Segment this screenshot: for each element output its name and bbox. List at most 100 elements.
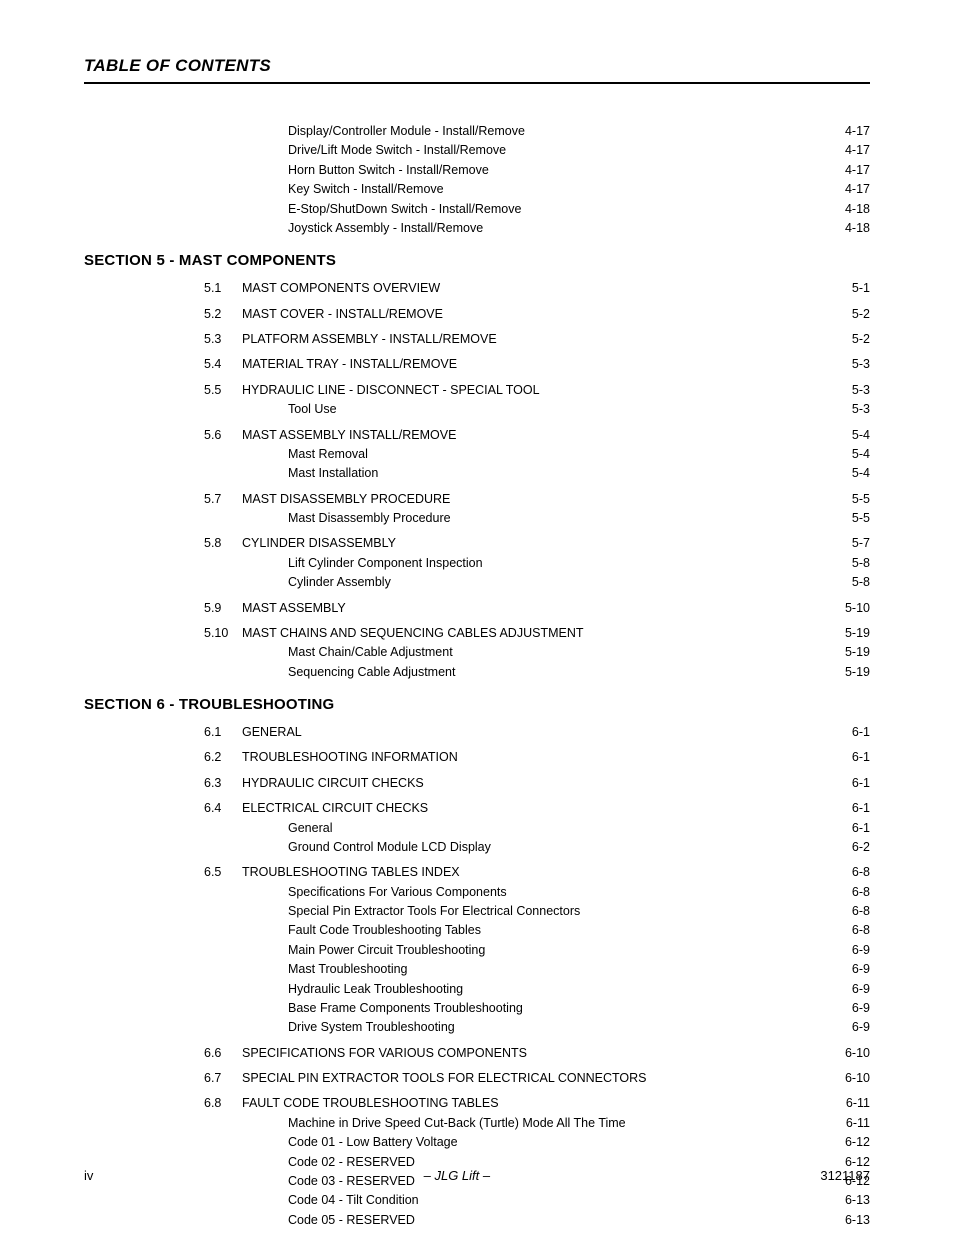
toc-page: 6-8 [852, 883, 870, 902]
toc-sub-entry: E-Stop/ShutDown Switch - Install/Remove4… [204, 200, 870, 219]
toc-label: Horn Button Switch - Install/Remove [242, 161, 489, 180]
toc-sub-entry: Ground Control Module LCD Display6-2 [204, 838, 870, 857]
footer-center: – JLG Lift – [424, 1168, 490, 1183]
toc-page: 5-3 [852, 400, 870, 419]
toc-section-block: 6.1GENERAL6-1 6.2TROUBLESHOOTING INFORMAT… [204, 723, 870, 1230]
toc-page: 6-13 [845, 1211, 870, 1230]
toc-label: SPECIFICATIONS FOR VARIOUS COMPONENTS [242, 1044, 527, 1063]
toc-label: HYDRAULIC LINE - DISCONNECT - SPECIAL TO… [242, 381, 540, 400]
toc-entry: 5.5HYDRAULIC LINE - DISCONNECT - SPECIAL… [204, 381, 870, 400]
toc-group: 5.1MAST COMPONENTS OVERVIEW5-1 [204, 279, 870, 298]
toc-number: 5.10 [204, 624, 242, 643]
toc-label: SPECIAL PIN EXTRACTOR TOOLS FOR ELECTRIC… [242, 1069, 647, 1088]
toc-label: FAULT CODE TROUBLESHOOTING TABLES [242, 1094, 499, 1113]
toc-label: MAST COVER - INSTALL/REMOVE [242, 305, 443, 324]
toc-pre-block: Display/Controller Module - Install/Remo… [204, 122, 870, 238]
toc-page: 6-9 [852, 941, 870, 960]
toc-label: Mast Disassembly Procedure [242, 509, 451, 528]
toc-page: 4-17 [845, 161, 870, 180]
toc-entry: 5.8CYLINDER DISASSEMBLY5-7 [204, 534, 870, 553]
toc-sub-entry: Sequencing Cable Adjustment5-19 [204, 663, 870, 682]
toc-number: 6.8 [204, 1094, 242, 1113]
toc-sub-entry: General 6-1 [204, 819, 870, 838]
toc-sub-entry: Code 04 - Tilt Condition 6-13 [204, 1191, 870, 1210]
toc-group: 5.9MAST ASSEMBLY5-10 [204, 599, 870, 618]
toc-sub-entry: Mast Installation5-4 [204, 464, 870, 483]
section-heading: SECTION 6 - TROUBLESHOOTING [84, 696, 870, 713]
toc-label: ELECTRICAL CIRCUIT CHECKS [242, 799, 428, 818]
toc-label: General [242, 819, 332, 838]
toc-number: 5.6 [204, 426, 242, 445]
toc-label: TROUBLESHOOTING INFORMATION [242, 748, 458, 767]
toc-sub-entry: Machine in Drive Speed Cut-Back (Turtle)… [204, 1114, 870, 1133]
toc-page: 6-10 [845, 1044, 870, 1063]
toc-sub-entry: Display/Controller Module - Install/Remo… [204, 122, 870, 141]
toc-label: Ground Control Module LCD Display [242, 838, 491, 857]
toc-entry: 5.9MAST ASSEMBLY5-10 [204, 599, 870, 618]
toc-label: Fault Code Troubleshooting Tables [242, 921, 481, 940]
toc-group: 5.3PLATFORM ASSEMBLY - INSTALL/REMOVE5-2 [204, 330, 870, 349]
toc-number: 6.4 [204, 799, 242, 818]
toc-number: 5.8 [204, 534, 242, 553]
toc-page: 6-1 [852, 819, 870, 838]
toc-sub-entry: Tool Use5-3 [204, 400, 870, 419]
toc-number: 5.9 [204, 599, 242, 618]
page-title: TABLE OF CONTENTS [84, 56, 870, 76]
toc-group: 6.8FAULT CODE TROUBLESHOOTING TABLES 6-11… [204, 1094, 870, 1230]
toc-entry: 5.6MAST ASSEMBLY INSTALL/REMOVE5-4 [204, 426, 870, 445]
toc-label: Sequencing Cable Adjustment [242, 663, 455, 682]
toc-number: 6.2 [204, 748, 242, 767]
section-heading: SECTION 5 - MAST COMPONENTS [84, 252, 870, 269]
toc-page: 5-5 [852, 490, 870, 509]
toc-page: 6-9 [852, 960, 870, 979]
toc-sub-entry: Code 05 - RESERVED 6-13 [204, 1211, 870, 1230]
toc-page: 6-13 [845, 1191, 870, 1210]
toc-label: Mast Removal [242, 445, 368, 464]
toc-page: 5-3 [852, 381, 870, 400]
toc-number: 6.5 [204, 863, 242, 882]
toc-group: 6.6SPECIFICATIONS FOR VARIOUS COMPONENTS… [204, 1044, 870, 1063]
toc-label: MAST ASSEMBLY INSTALL/REMOVE [242, 426, 456, 445]
toc-sub-entry: Mast Disassembly Procedure5-5 [204, 509, 870, 528]
toc-label: Code 01 - Low Battery Voltage [242, 1133, 458, 1152]
toc-label: Specifications For Various Components [242, 883, 507, 902]
toc-entry: 5.4MATERIAL TRAY - INSTALL/REMOVE5-3 [204, 355, 870, 374]
toc-label: Code 04 - Tilt Condition [242, 1191, 419, 1210]
toc-page: 6-10 [845, 1069, 870, 1088]
toc-label: PLATFORM ASSEMBLY - INSTALL/REMOVE [242, 330, 497, 349]
toc-group: 5.6MAST ASSEMBLY INSTALL/REMOVE5-4Mast R… [204, 426, 870, 484]
toc-page: 6-1 [852, 799, 870, 818]
footer: iv – JLG Lift – 3121187 [84, 1168, 870, 1183]
toc-entry: 6.1GENERAL6-1 [204, 723, 870, 742]
toc-label: Drive/Lift Mode Switch - Install/Remove [242, 141, 506, 160]
toc-sub-entry: Joystick Assembly - Install/Remove4-18 [204, 219, 870, 238]
toc-page: 5-1 [852, 279, 870, 298]
toc-page: 6-1 [852, 723, 870, 742]
toc-page: 4-18 [845, 219, 870, 238]
toc-sub-entry: Key Switch - Install/Remove4-17 [204, 180, 870, 199]
toc-page: 6-12 [845, 1133, 870, 1152]
toc-page: 5-4 [852, 445, 870, 464]
toc-label: HYDRAULIC CIRCUIT CHECKS [242, 774, 424, 793]
toc-entry: 5.2MAST COVER - INSTALL/REMOVE5-2 [204, 305, 870, 324]
toc-label: Lift Cylinder Component Inspection [242, 554, 483, 573]
toc-label: Mast Troubleshooting [242, 960, 408, 979]
footer-page-number: iv [84, 1168, 93, 1183]
toc-label: Main Power Circuit Troubleshooting [242, 941, 485, 960]
toc-label: Base Frame Components Troubleshooting [242, 999, 523, 1018]
toc-sub-entry: Mast Chain/Cable Adjustment5-19 [204, 643, 870, 662]
toc-page: 5-19 [845, 624, 870, 643]
toc-group: 6.4ELECTRICAL CIRCUIT CHECKS 6-1 General 6-… [204, 799, 870, 857]
toc-number: 5.1 [204, 279, 242, 298]
toc-group: 6.5TROUBLESHOOTING TABLES INDEX6-8Specif… [204, 863, 870, 1037]
toc-page: 6-1 [852, 774, 870, 793]
toc-entry: 6.5TROUBLESHOOTING TABLES INDEX6-8 [204, 863, 870, 882]
toc-page: 6-11 [846, 1114, 870, 1133]
toc-label: Code 05 - RESERVED [242, 1211, 415, 1230]
toc-label: Special Pin Extractor Tools For Electric… [242, 902, 580, 921]
toc-label: MAST DISASSEMBLY PROCEDURE [242, 490, 450, 509]
toc-label: Key Switch - Install/Remove [242, 180, 444, 199]
toc-sub-entry: Special Pin Extractor Tools For Electric… [204, 902, 870, 921]
toc-group: 6.3HYDRAULIC CIRCUIT CHECKS6-1 [204, 774, 870, 793]
toc-sub-entry: Drive/Lift Mode Switch - Install/Remove4… [204, 141, 870, 160]
